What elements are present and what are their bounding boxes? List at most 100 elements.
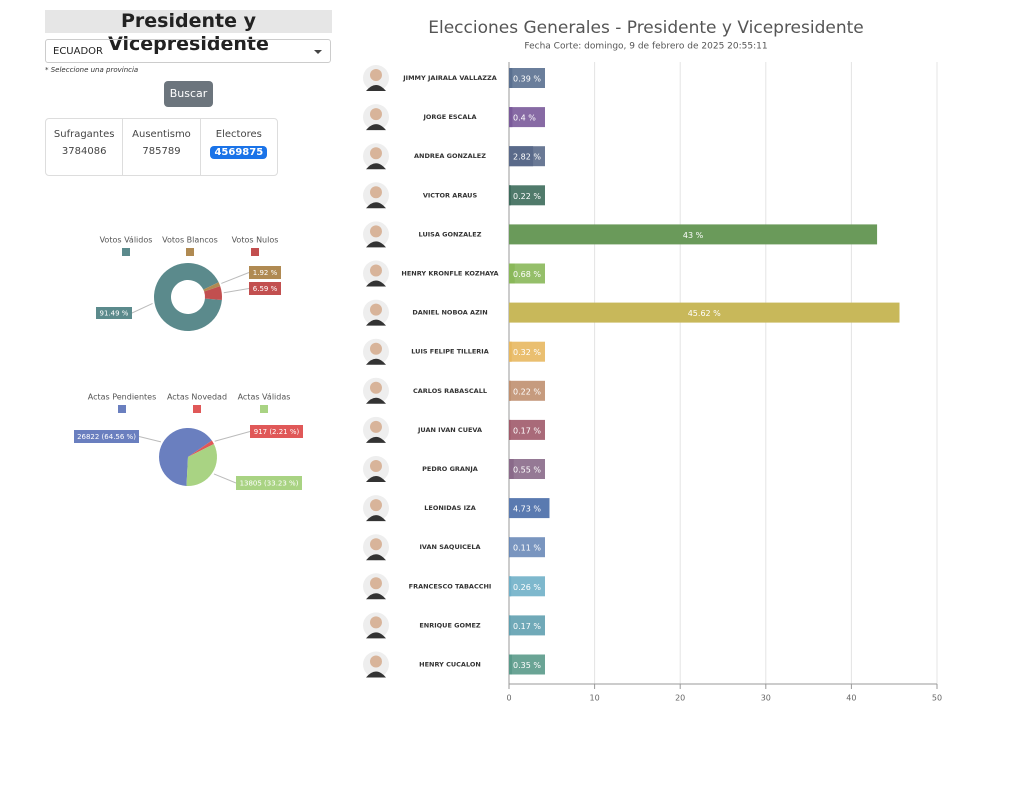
- chart-subtitle: Fecha Corte: domingo, 9 de febrero de 20…: [524, 42, 767, 52]
- value-label: 0.17 %: [513, 426, 541, 435]
- avatar-head: [370, 616, 382, 629]
- pie-slice: [186, 444, 217, 486]
- pie-slice: [158, 428, 212, 486]
- value-label-bg: [509, 654, 545, 675]
- avatar-head: [370, 303, 382, 316]
- avatar-head: [370, 108, 382, 121]
- bar: [509, 224, 878, 245]
- pie-slice: [188, 440, 214, 457]
- value-label: 0.39 %: [513, 75, 541, 84]
- value-label: 1.92 %: [253, 269, 278, 277]
- value-label: 0.17 %: [513, 622, 541, 631]
- caret: [314, 50, 322, 58]
- label-connector: [221, 272, 250, 284]
- value-label: 0.22 %: [513, 192, 541, 201]
- label-connector: [214, 431, 251, 442]
- value-label-bg: [509, 615, 545, 636]
- value-label-bg: [250, 425, 303, 438]
- avatar-body: [366, 397, 386, 404]
- summary-label: Sufragantes: [53, 129, 115, 140]
- legend-swatch: [118, 405, 126, 413]
- value-label-bg: [249, 266, 281, 279]
- avatar-body: [366, 280, 386, 287]
- avatar-head: [370, 420, 382, 433]
- label-connector: [138, 436, 162, 443]
- value-label: 0.22 %: [513, 387, 541, 396]
- x-tick-label: 30: [761, 694, 771, 703]
- summary-value: 4569875: [210, 146, 268, 159]
- x-tick-label: 20: [675, 694, 685, 703]
- value-label: 45.62 %: [688, 309, 721, 318]
- candidate-name: VICTOR ARAUS: [423, 191, 478, 199]
- candidate-name: PEDRO GRANJA: [422, 465, 478, 473]
- value-label-bg: [74, 430, 139, 443]
- candidate-name: LUISA GONZALEZ: [419, 230, 482, 238]
- legend-label: Votos Blancos: [162, 236, 218, 245]
- label-connector: [131, 302, 153, 314]
- candidate-name: FRANCESCO TABACCHI: [409, 582, 492, 590]
- candidate-name: IVAN SAQUICELA: [419, 543, 480, 551]
- value-label-bg: [249, 282, 281, 295]
- candidate-name: HENRY KRONFLE KOZHAYA: [401, 270, 498, 278]
- avatar-body: [366, 358, 386, 365]
- pie-slice: [154, 262, 222, 331]
- avatar-body: [366, 163, 386, 170]
- avatar-head: [370, 186, 382, 199]
- x-tick-label: 0: [506, 694, 511, 703]
- avatar-head: [370, 577, 382, 590]
- candidate-name: JIMMY JAIRALA VALLAZZA: [402, 74, 496, 82]
- avatar-body: [366, 671, 386, 678]
- value-label: 13805 (33.23 %): [240, 480, 299, 488]
- bar: [509, 302, 900, 323]
- avatar-body: [366, 202, 386, 209]
- legend-label: Actas Novedad: [167, 393, 227, 402]
- avatar-head: [370, 538, 382, 551]
- value-label-bg: [236, 476, 302, 490]
- avatar-head: [370, 655, 382, 668]
- value-label: 0.4 %: [513, 114, 536, 123]
- value-label-bg: [509, 380, 545, 401]
- value-label: 0.32 %: [513, 348, 541, 357]
- value-label-bg: [509, 576, 545, 597]
- value-label-bg: [509, 107, 545, 128]
- candidate-name: JUAN IVAN CUEVA: [417, 426, 482, 434]
- value-label-bg: [509, 263, 545, 284]
- candidate-name: HENRY CUCALON: [419, 661, 481, 669]
- candidate-name: CARLOS RABASCALL: [413, 387, 487, 395]
- legend-swatch: [251, 248, 259, 256]
- avatar-body: [366, 632, 386, 639]
- select-value: ECUADOR: [53, 46, 103, 57]
- value-label: 4.73 %: [513, 505, 541, 514]
- summary-col: Ausentismo 785789: [123, 119, 201, 175]
- candidate-name: LEONIDAS IZA: [424, 504, 476, 512]
- summary-label: Electores: [215, 129, 262, 140]
- legend-label: Votos Válidos: [100, 236, 153, 245]
- value-label: 2.82 %: [513, 153, 541, 162]
- province-select[interactable]: ECUADOR: [45, 39, 331, 63]
- avatar-head: [370, 499, 382, 512]
- candidate-name: DANIEL NOBOA AZIN: [412, 309, 487, 317]
- value-label-bg: [509, 459, 545, 479]
- summary-col: Electores 4569875: [201, 119, 277, 175]
- avatar-head: [370, 342, 382, 355]
- avatar-body: [366, 593, 386, 600]
- pie-slice: [203, 282, 221, 292]
- label-connector: [213, 473, 237, 484]
- value-label: 917 (2.21 %): [254, 428, 300, 436]
- avatar-head: [370, 264, 382, 277]
- legend-label: Actas Válidas: [238, 393, 291, 402]
- avatar-body: [366, 554, 386, 561]
- hint: * Seleccione una provincia: [45, 66, 139, 74]
- search-button[interactable]: Buscar: [164, 81, 213, 107]
- value-label: 26822 (64.56 %): [77, 433, 136, 441]
- panel-title: Presidente y Vicepresidente: [45, 10, 332, 55]
- candidate-name: JORGE ESCALA: [422, 113, 476, 121]
- summary-value: 3784086: [61, 146, 107, 157]
- candidate-name: LUIS FELIPE TILLERIA: [411, 348, 489, 356]
- legend-label: Votos Nulos: [232, 236, 279, 245]
- avatar-body: [366, 436, 386, 443]
- value-label: 0.55 %: [513, 466, 541, 475]
- value-label-bg: [509, 537, 545, 558]
- candidate-name: ANDREA GONZALEZ: [414, 152, 486, 160]
- value-label: 43 %: [683, 231, 704, 240]
